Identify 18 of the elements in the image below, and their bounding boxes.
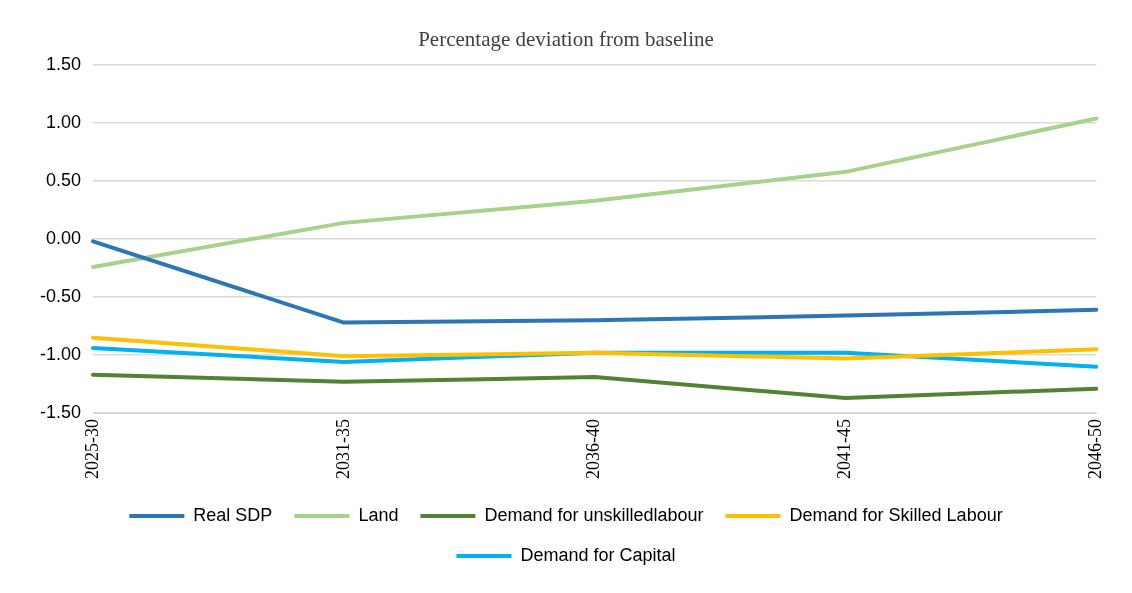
x-tick-label: 2046-50 xyxy=(1085,419,1106,480)
legend-label: Demand for unskilledlabour xyxy=(484,504,704,525)
x-tick-label: 2041-45 xyxy=(834,419,855,480)
y-tick-label: -1.50 xyxy=(40,401,82,422)
y-tick-label: 0.50 xyxy=(45,170,82,191)
y-tick-label: -1.00 xyxy=(40,344,82,365)
legend-label: Land xyxy=(358,504,399,525)
legend-label: Real SDP xyxy=(193,504,273,525)
x-tick-label: 2036-40 xyxy=(583,419,604,480)
legend-label: Demand for Capital xyxy=(520,544,676,565)
y-tick-label: 0.00 xyxy=(45,228,82,249)
legend-label: Demand for Skilled Labour xyxy=(789,504,1003,525)
x-tick-label: 2025-30 xyxy=(81,419,102,480)
y-tick-label: 1.50 xyxy=(45,54,82,75)
y-tick-label: -0.50 xyxy=(40,286,82,307)
chart-title: Percentage deviation from baseline xyxy=(418,27,714,52)
y-tick-label: 1.00 xyxy=(45,112,82,133)
x-tick-label: 2031-35 xyxy=(332,419,353,480)
